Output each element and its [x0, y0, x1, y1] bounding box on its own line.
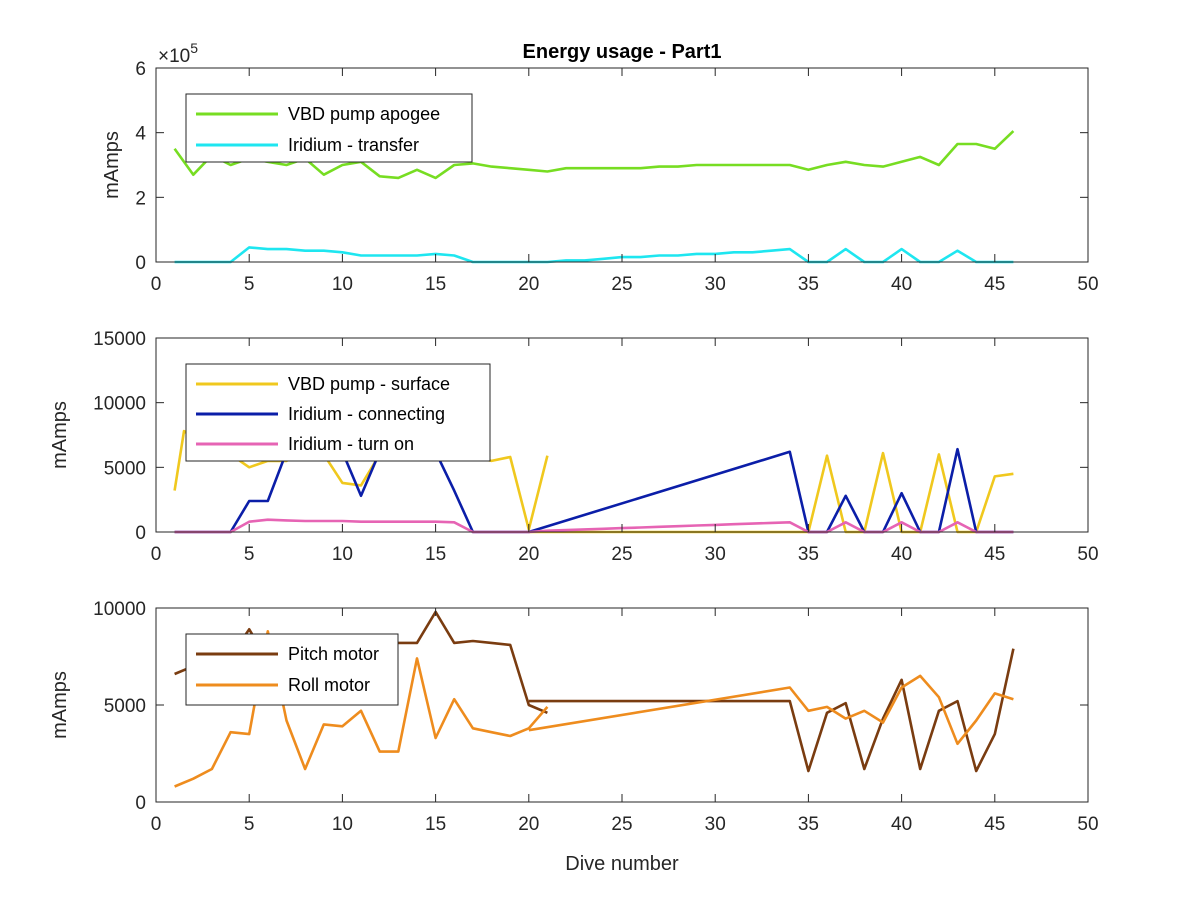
legend-box — [185, 633, 399, 706]
x-tick-label: 10 — [332, 274, 353, 295]
y-tick-label: 5000 — [104, 458, 146, 479]
x-tick-label: 50 — [1077, 814, 1098, 835]
legend-label-2: Iridium - transfer — [288, 135, 419, 155]
series-line-1-1 — [173, 130, 1015, 180]
x-tick-label: 0 — [151, 814, 162, 835]
x-tick-label: 15 — [425, 274, 446, 295]
x-tick-label: 25 — [611, 814, 632, 835]
x-tick-label: 20 — [518, 814, 539, 835]
series-line-3-2-seg2 — [528, 674, 1014, 746]
y-multiplier-base: ×10 — [158, 46, 190, 67]
legend-label-2: Iridium - connecting — [288, 404, 445, 424]
y-tick-label: 4 — [135, 124, 146, 145]
x-tick-label: 30 — [705, 814, 726, 835]
x-axis-label: Dive number — [565, 853, 679, 875]
subplot-2: 0 5 10 15 20 25 30 35 40 45 50 0 5000 10000 15000 mAmps… — [49, 329, 1099, 565]
legend: Pitch motor Roll motor — [185, 633, 399, 706]
series-line-3-1-seg2 — [528, 648, 1015, 773]
x-tick-label: 35 — [798, 814, 819, 835]
legend-label-1: VBD pump - surface — [288, 374, 450, 394]
legend-box — [185, 93, 473, 163]
y-tick-label: 0 — [135, 523, 146, 544]
legend: VBD pump apogee Iridium - transfer — [185, 93, 473, 163]
series-line-3-2-seg1 — [174, 629, 549, 788]
x-tick-label: 0 — [151, 274, 162, 295]
x-tick-label: 20 — [518, 274, 539, 295]
x-tick-label: 45 — [984, 274, 1005, 295]
x-tick-label: 45 — [984, 544, 1005, 565]
x-tick-label: 25 — [611, 274, 632, 295]
y-tick-label: 10000 — [93, 599, 146, 620]
chart-title: Energy usage - Part1 — [523, 41, 722, 63]
y-tick-label: 10000 — [93, 394, 146, 415]
x-tick-label: 40 — [891, 814, 912, 835]
x-tick-label: 50 — [1077, 544, 1098, 565]
x-tick-label: 20 — [518, 544, 539, 565]
x-tick-label: 50 — [1077, 274, 1098, 295]
legend-label-2: Roll motor — [288, 675, 370, 695]
y-multiplier-exponent: 5 — [190, 40, 198, 56]
subplot-1: 0 5 10 15 20 25 30 35 40 45 500246×105mAmpsEnergy … — [101, 40, 1099, 295]
x-tick-label: 15 — [425, 814, 446, 835]
legend-label-1: Pitch motor — [288, 644, 379, 664]
x-tick-label: 35 — [798, 544, 819, 565]
x-tick-label: 15 — [425, 544, 446, 565]
x-tick-label: 25 — [611, 544, 632, 565]
y-tick-label: 6 — [135, 59, 146, 80]
y-tick-label: 0 — [135, 793, 146, 814]
x-tick-label: 10 — [332, 814, 353, 835]
subplot-3: 0 5 10 15 20 25 30 35 40 45 50 0 5000 10000 mAmps Dive … — [49, 599, 1099, 875]
x-tick-label: 5 — [244, 814, 255, 835]
x-tick-label: 30 — [705, 274, 726, 295]
x-tick-label: 35 — [798, 274, 819, 295]
y-tick-label: 15000 — [93, 329, 146, 350]
y-tick-label: 2 — [135, 188, 146, 209]
legend: VBD pump - surface Iridium - connecting Ir… — [185, 363, 491, 462]
legend-label-3: Iridium - turn on — [288, 434, 414, 454]
legend-label-1: VBD pump apogee — [288, 104, 440, 124]
x-tick-label: 5 — [244, 544, 255, 565]
y-multiplier-label: ×105 — [158, 40, 198, 67]
y-tick-label: 0 — [135, 253, 146, 274]
x-tick-label: 45 — [984, 814, 1005, 835]
x-tick-label: 40 — [891, 274, 912, 295]
x-tick-label: 10 — [332, 544, 353, 565]
x-tick-label: 0 — [151, 544, 162, 565]
x-tick-label: 30 — [705, 544, 726, 565]
x-tick-label: 40 — [891, 544, 912, 565]
y-tick-label: 5000 — [104, 696, 146, 717]
x-tick-label: 5 — [244, 274, 255, 295]
y-axis-label: mAmps — [101, 131, 123, 199]
y-axis-label: mAmps — [49, 671, 71, 739]
y-axis-label: mAmps — [49, 401, 71, 469]
